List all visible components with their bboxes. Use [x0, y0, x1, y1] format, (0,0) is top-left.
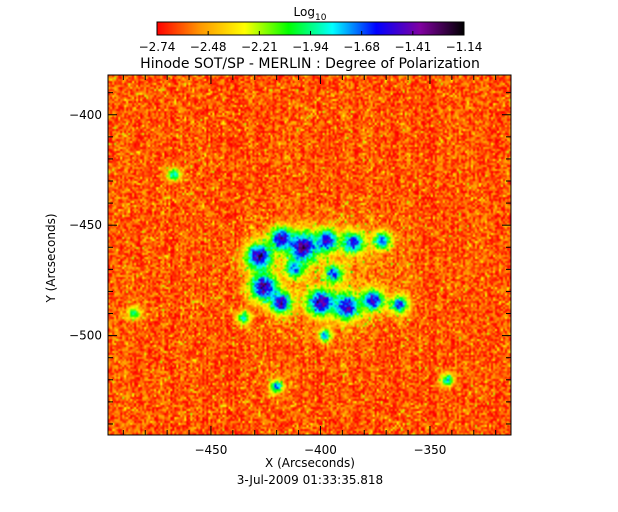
colorbar-tick-label: −2.74: [139, 40, 176, 54]
colorbar-tick-label: −2.48: [190, 40, 227, 54]
colorbar-tick-label: −1.94: [292, 40, 329, 54]
x-tick-label: −350: [413, 443, 446, 457]
x-tick-label: −400: [304, 443, 337, 457]
x-axis-label: X (Arcseconds): [265, 456, 355, 470]
y-tick-label: −400: [69, 108, 102, 122]
plot-frame: [107, 74, 512, 436]
chart-title: Hinode SOT/SP - MERLIN : Degree of Polar…: [140, 56, 480, 72]
colorbar-tick-label: −1.41: [394, 40, 431, 54]
timestamp-footer: 3-Jul-2009 01:33:35.818: [237, 473, 383, 487]
x-axis: −450 −400 −350: [122, 75, 497, 457]
colorbar-label: Log10: [294, 5, 327, 23]
x-tick-label: −450: [194, 443, 227, 457]
colorbar-tick-label: −2.21: [241, 40, 278, 54]
colorbar-ticks: −2.74 −2.48 −2.21 −1.94 −1.68 −1.41 −1.14: [139, 31, 483, 54]
heatmap-image: [108, 75, 511, 435]
y-tick-label: −450: [69, 218, 102, 232]
y-axis: −400 −450 −500: [69, 92, 511, 425]
colorbar-tick-label: −1.68: [343, 40, 380, 54]
y-axis-label: Y (Arcseconds): [44, 213, 58, 303]
y-tick-label: −500: [69, 329, 102, 343]
colorbar-tick-label: −1.14: [446, 40, 483, 54]
plot-area: [107, 74, 512, 436]
